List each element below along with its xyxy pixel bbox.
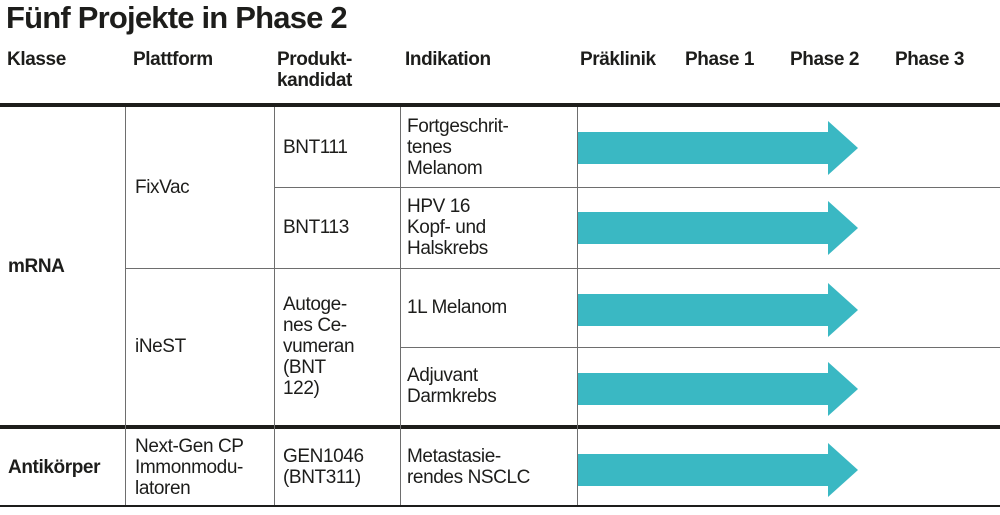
arrow-head-icon	[828, 283, 858, 337]
column-header-klasse: Klasse	[7, 49, 66, 70]
arrow-body	[578, 373, 829, 405]
arrow-body	[578, 454, 829, 486]
cell-indikation-darmkrebs: Adjuvant Darmkrebs	[407, 365, 497, 407]
column-header-phase-2: Phase 2	[790, 49, 860, 70]
section-divider-line	[0, 425, 1000, 429]
cell-plattform-nextgen: Next-Gen CP Immonmodu- latoren	[135, 435, 244, 499]
phase-arrow-darmkrebs	[578, 362, 858, 416]
column-header-phase-1: Phase 1	[685, 49, 755, 70]
cell-klasse-antikoerper: Antikörper	[8, 456, 101, 478]
column-divider-plattform	[274, 107, 275, 505]
cell-indikation-nsclc: Metastasie- rendes NSCLC	[407, 446, 530, 488]
cell-indikation-melanom: Fortgeschrit- tenes Melanom	[407, 115, 509, 179]
cell-produkt-gen1046: GEN1046 (BNT311)	[283, 446, 364, 488]
arrow-body	[578, 212, 829, 244]
row-divider-fixvac-inest	[125, 268, 1000, 269]
cell-klasse-mrna: mRNA	[8, 255, 65, 277]
cell-indikation-1l-melanom: 1L Melanom	[407, 297, 507, 318]
cell-plattform-inest: iNeST	[135, 336, 186, 357]
cell-produkt-bnt111: BNT111	[283, 136, 348, 158]
column-divider-indikation	[577, 107, 578, 505]
column-header-produktkandidat: Produkt- kandidat	[277, 49, 352, 91]
arrow-head-icon	[828, 121, 858, 175]
arrow-body	[578, 294, 829, 326]
row-divider-melanom-darmkrebs	[400, 347, 1000, 348]
column-divider-produkt	[400, 107, 401, 505]
cell-indikation-hpv: HPV 16 Kopf- und Halskrebs	[407, 196, 488, 259]
column-header-praeklinik: Präklinik	[580, 49, 656, 70]
page-title: Fünf Projekte in Phase 2	[6, 0, 348, 35]
arrow-head-icon	[828, 201, 858, 255]
header-divider-line	[0, 103, 1000, 107]
bottom-border-line	[0, 505, 1000, 507]
column-header-indikation: Indikation	[405, 49, 491, 70]
phase-arrow-1l-melanom	[578, 283, 858, 337]
cell-produkt-bnt113: BNT113	[283, 217, 349, 238]
arrow-body	[578, 132, 829, 164]
cell-produkt-autogenes: Autoge- nes Ce- vumeran (BNT 122)	[283, 294, 355, 399]
column-divider-klasse	[125, 107, 126, 505]
phase-arrow-gen1046	[578, 443, 858, 497]
row-divider-bnt111-bnt113	[274, 187, 1000, 188]
column-header-plattform: Plattform	[133, 49, 213, 70]
phase-arrow-bnt113	[578, 201, 858, 255]
phase-arrow-bnt111	[578, 121, 858, 175]
arrow-head-icon	[828, 443, 858, 497]
cell-plattform-fixvac: FixVac	[135, 177, 190, 198]
arrow-head-icon	[828, 362, 858, 416]
column-header-phase-3: Phase 3	[895, 49, 965, 70]
